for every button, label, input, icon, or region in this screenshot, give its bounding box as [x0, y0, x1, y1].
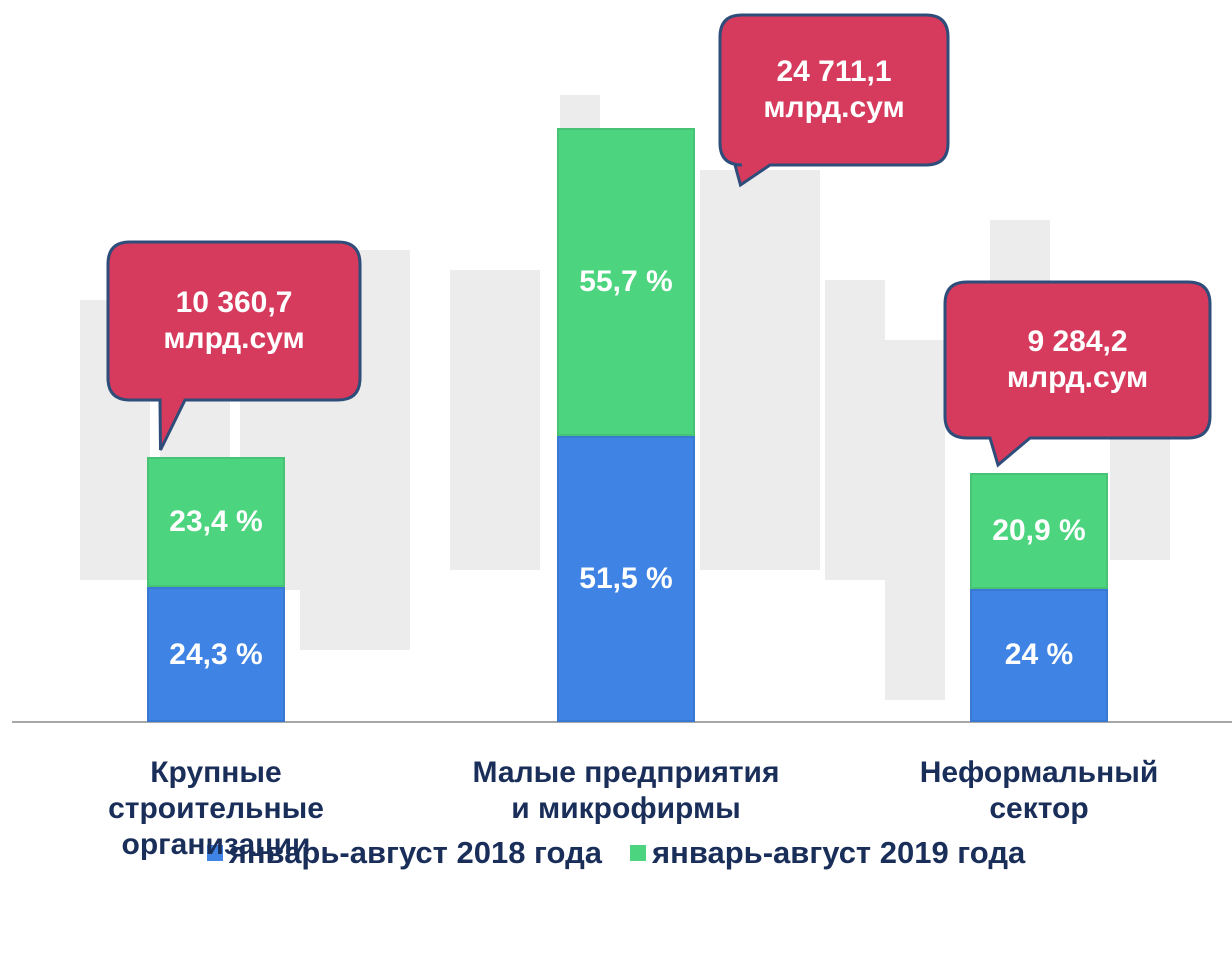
legend-item: январь-август 2018 года [206, 835, 602, 871]
value-label: 20,9 % [992, 513, 1086, 547]
callout-text: 10 360,7 млрд.сум [163, 286, 305, 355]
bar-segment [970, 588, 1108, 722]
value-label: 51,5 % [579, 562, 673, 596]
value-label: 23,4 % [169, 505, 263, 539]
value-label: 55,7 % [579, 264, 673, 298]
category-label: Крупные строительные организации [108, 756, 324, 861]
bar-segment [147, 457, 285, 588]
legend-label: январь-август 2019 года [652, 835, 1026, 870]
category-label: Малые предприятия и микрофирмы [472, 756, 780, 825]
legend-label: январь-август 2018 года [228, 835, 602, 870]
bar-segment [557, 436, 695, 722]
callout [106, 240, 362, 451]
category-label: Неформальный сектор [919, 756, 1159, 825]
callout [943, 280, 1212, 468]
bar-segment [557, 127, 695, 437]
value-label: 24,3 % [169, 637, 263, 671]
legend: январь-август 2018 года январь-август 201… [0, 835, 1232, 871]
bar-segment [970, 473, 1108, 589]
callout-text: 9 284,2 млрд.сум [1006, 325, 1149, 394]
legend-item: январь-август 2019 года [630, 835, 1025, 871]
legend-swatch [206, 845, 223, 861]
legend-swatch [630, 845, 646, 861]
callout [718, 13, 950, 188]
bar-segment [147, 587, 285, 722]
value-label: 24 % [1004, 638, 1074, 672]
callout-text: 24 711,1 млрд.сум [763, 55, 905, 124]
